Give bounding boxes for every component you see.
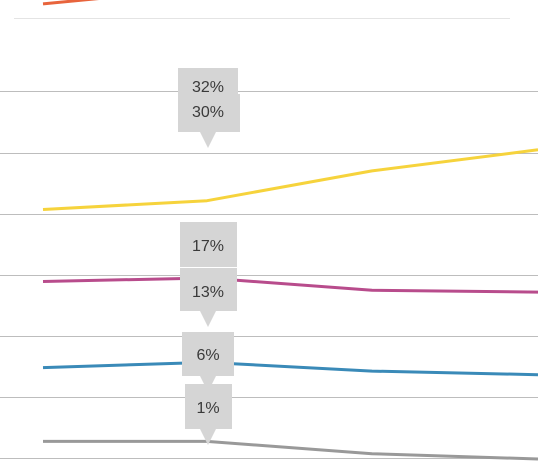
tooltip-label-4: 13% bbox=[192, 284, 224, 301]
tooltip-label-2: 30% bbox=[192, 104, 224, 121]
tooltip-box-6 bbox=[185, 384, 232, 429]
series-line-3 bbox=[42, 148, 538, 211]
tooltip-6: 1% bbox=[185, 384, 232, 445]
tooltip-box-2 bbox=[178, 94, 240, 132]
tooltip-4: 13% bbox=[180, 268, 237, 327]
tooltip-2: 30% bbox=[178, 94, 240, 148]
tooltip-box-5 bbox=[182, 332, 234, 376]
series-line-4 bbox=[42, 276, 538, 294]
tooltip-label-1: 32% bbox=[192, 79, 224, 96]
tooltip-5: 6% bbox=[182, 332, 234, 392]
tooltip-label-5: 6% bbox=[196, 347, 219, 364]
series-line-2 bbox=[42, 0, 100, 6]
tooltip-label-6: 1% bbox=[196, 400, 219, 417]
tooltip-box-3 bbox=[180, 222, 237, 267]
series-line-5 bbox=[42, 360, 538, 377]
tooltip-arrow-4 bbox=[200, 311, 216, 327]
tooltip-label-3: 17% bbox=[192, 238, 224, 255]
tooltip-arrow-6 bbox=[200, 429, 216, 445]
tooltip-box-4 bbox=[180, 268, 237, 311]
tooltip-arrow-2 bbox=[200, 132, 216, 148]
series-line-6 bbox=[43, 439, 538, 461]
tooltip-3: 17% bbox=[180, 222, 237, 267]
